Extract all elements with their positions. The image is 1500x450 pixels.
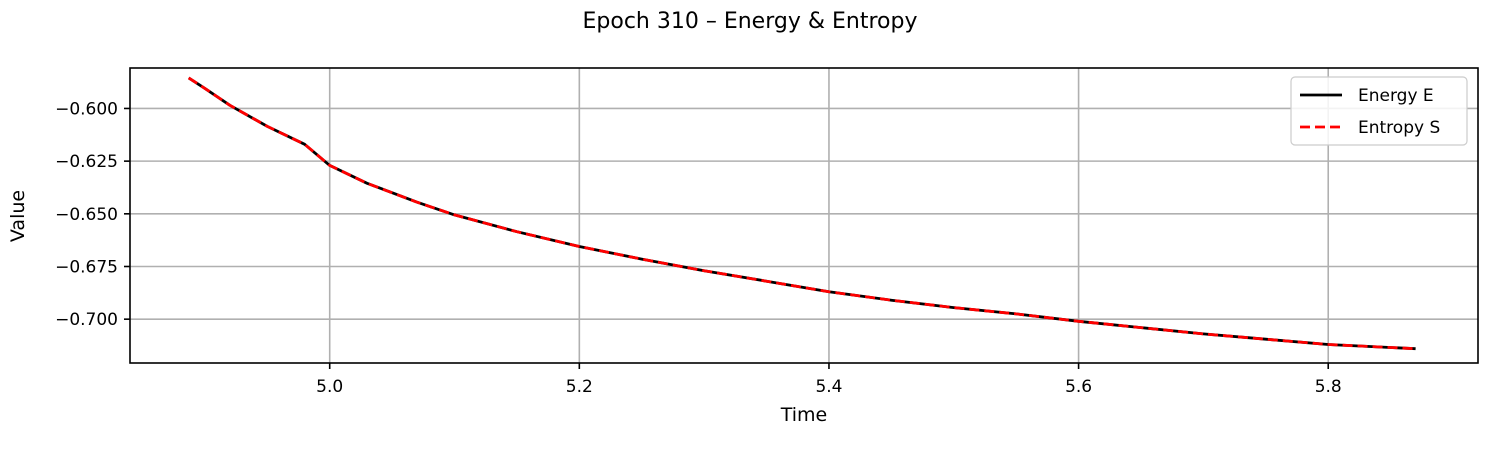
x-axis-label: Time — [780, 404, 828, 426]
y-axis-label: Value — [7, 190, 29, 242]
axis-ticks: 5.0 5.2 5.4 5.6 5.8 −0.600 −0.625 −0.650 −0.675 −… — [55, 99, 1342, 397]
legend-label-entropy: Entropy S — [1358, 118, 1440, 138]
legend-label-energy: Energy E — [1358, 86, 1434, 106]
chart-title: Epoch 310 – Energy & Entropy — [583, 9, 918, 34]
x-tick-label: 5.8 — [1315, 377, 1342, 397]
series-line-entropy-s — [187, 76, 1416, 351]
y-tick-label: −0.600 — [55, 99, 118, 119]
y-tick-label: −0.650 — [55, 205, 118, 225]
x-tick-label: 5.0 — [316, 377, 343, 397]
legend: Energy E Entropy S — [1290, 76, 1468, 146]
x-tick-label: 5.4 — [815, 377, 842, 397]
axes-frame — [129, 67, 1479, 364]
y-tick-label: −0.700 — [55, 310, 118, 330]
y-tick-label: −0.675 — [55, 257, 118, 277]
plot-series — [187, 76, 1416, 351]
x-tick-label: 5.2 — [566, 377, 593, 397]
x-tick-label: 5.6 — [1065, 377, 1092, 397]
y-tick-label: −0.625 — [55, 152, 118, 172]
grid — [130, 68, 1478, 363]
